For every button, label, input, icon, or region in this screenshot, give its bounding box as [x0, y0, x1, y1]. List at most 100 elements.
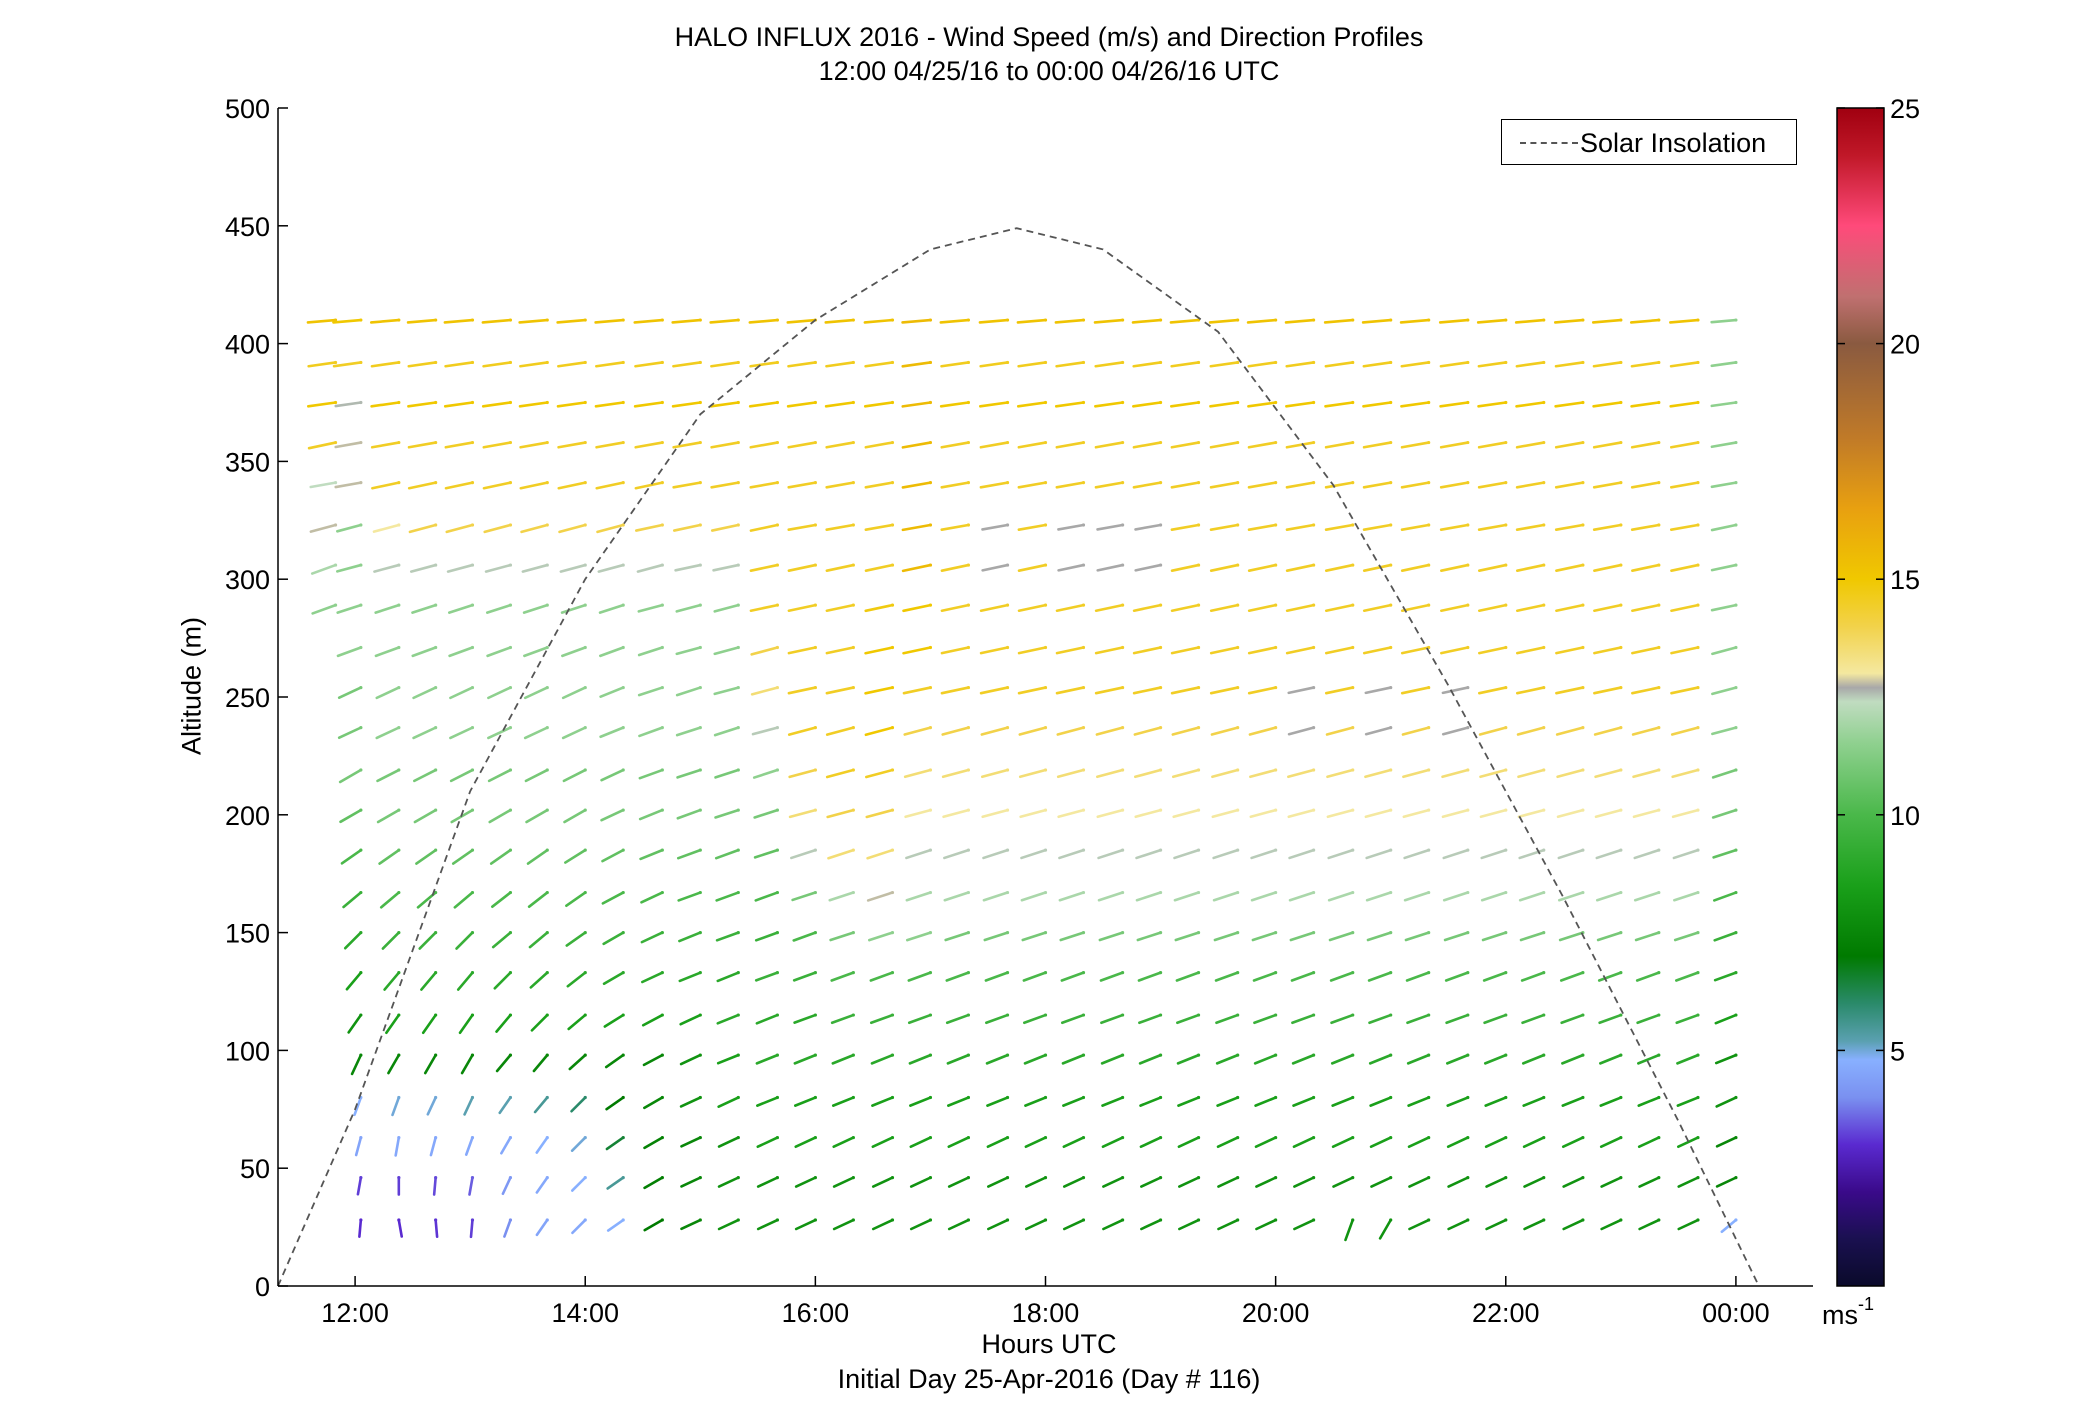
wind-barb-dot — [928, 1176, 933, 1180]
wind-barb — [986, 1136, 1009, 1149]
wind-barb — [560, 603, 587, 614]
wind-barb-dot — [1274, 971, 1278, 975]
wind-barb — [411, 603, 437, 614]
wind-barb — [1481, 931, 1508, 942]
wind-barb — [1676, 1053, 1700, 1065]
wind-barb-dot — [775, 645, 779, 650]
wind-barb-dot — [1236, 481, 1240, 485]
wind-barb-dot — [1466, 848, 1470, 852]
wind-barb — [1637, 1136, 1661, 1149]
wind-barb — [1285, 523, 1315, 532]
wind-barb-dot — [698, 360, 702, 365]
wind-barb — [905, 848, 932, 860]
wind-barb-dot — [775, 931, 779, 935]
wind-barb-dot — [660, 1135, 664, 1140]
wind-barb-dot — [1196, 1135, 1201, 1140]
wind-barb — [1134, 523, 1162, 531]
wind-barb — [1249, 768, 1277, 779]
wind-barb-dot — [736, 481, 740, 485]
wind-barb-dot — [545, 360, 549, 365]
wind-barb — [1522, 1096, 1546, 1107]
wind-barb — [379, 891, 401, 909]
wind-barb-dot — [359, 1176, 363, 1180]
wind-barb — [871, 1176, 894, 1188]
wind-barb — [376, 768, 401, 783]
wind-barb-dot — [508, 971, 513, 975]
wind-barb — [1056, 726, 1085, 736]
wind-barb-dot — [1043, 768, 1048, 772]
wind-barb-dot — [1427, 440, 1431, 445]
wind-barb-dot — [1504, 360, 1508, 365]
wind-barb-dot — [508, 890, 513, 895]
wind-barb — [1714, 1013, 1738, 1025]
wind-barb — [748, 318, 779, 324]
wind-barb — [1711, 686, 1738, 696]
wind-barb-dot — [1196, 1013, 1201, 1017]
wind-barb — [1517, 768, 1546, 779]
wind-barb — [1673, 891, 1700, 902]
wind-barb-dot — [1312, 1218, 1316, 1222]
wind-barb — [1561, 1136, 1585, 1149]
wind-barb — [1132, 361, 1162, 368]
wind-barb-dot — [397, 1176, 401, 1180]
wind-barb-dot — [1504, 848, 1508, 852]
x-axis-label: Hours UTC — [981, 1329, 1117, 1359]
wind-barb-dot — [890, 1135, 895, 1140]
wind-barb — [824, 401, 855, 408]
wind-barb — [337, 726, 363, 740]
wind-barb — [903, 726, 932, 736]
wind-barb — [571, 1218, 587, 1235]
wind-barb — [1592, 361, 1623, 368]
wind-barb — [1362, 481, 1393, 489]
wind-barb-dot — [470, 685, 475, 690]
wind-barb — [1480, 848, 1508, 860]
wind-barb-dot — [1619, 808, 1623, 812]
wind-barb-dot — [1351, 1176, 1355, 1180]
wind-barb — [903, 768, 932, 779]
wind-barb — [1403, 848, 1430, 860]
wind-barb — [1482, 971, 1508, 982]
wind-barb — [1095, 726, 1124, 736]
wind-barb-dot — [1427, 360, 1431, 365]
wind-barb — [1177, 1096, 1200, 1107]
wind-barb-dot — [434, 1053, 438, 1057]
wind-barb-dot — [434, 1218, 438, 1222]
wind-barb — [793, 1096, 817, 1107]
wind-barb — [369, 318, 401, 324]
wind-barb — [638, 768, 664, 780]
wind-barb — [332, 361, 363, 368]
wind-barb — [408, 523, 437, 534]
wind-barb — [1288, 891, 1315, 902]
wind-barb — [1055, 441, 1085, 449]
wind-barb-dot — [1312, 1053, 1316, 1057]
wind-barb — [1631, 563, 1661, 572]
wind-barb-dot — [583, 440, 587, 445]
wind-barb — [1593, 686, 1623, 695]
wind-barb-dot — [851, 1176, 855, 1180]
wind-barb — [370, 401, 401, 408]
wind-barb-dot — [660, 1095, 664, 1100]
wind-barb-dot — [1120, 768, 1125, 772]
wind-barb — [1406, 1053, 1430, 1065]
wind-barb-dot — [1120, 645, 1125, 650]
wind-barb — [634, 361, 664, 368]
wind-barb-dot — [660, 726, 664, 730]
wind-barb — [1403, 891, 1430, 902]
wind-barb — [1368, 1013, 1393, 1025]
wind-barb-dot — [434, 1013, 438, 1017]
wind-barb — [443, 401, 474, 408]
wind-barb — [947, 1176, 970, 1188]
wind-barb — [1446, 1053, 1470, 1065]
wind-barb-dot — [1351, 1013, 1355, 1017]
wind-barb — [334, 401, 363, 408]
wind-barb — [503, 1218, 512, 1238]
wind-barb-dot — [1351, 971, 1355, 975]
wind-barb — [383, 971, 401, 991]
wind-barb-dot — [813, 400, 817, 405]
wind-barb-dot — [583, 768, 587, 772]
wind-barb — [1096, 523, 1124, 531]
wind-barb — [979, 481, 1009, 489]
wind-barb-dot — [583, 1218, 587, 1222]
colorbar-unit-label: ms-1 — [1822, 1294, 1874, 1331]
wind-barb — [601, 848, 625, 863]
